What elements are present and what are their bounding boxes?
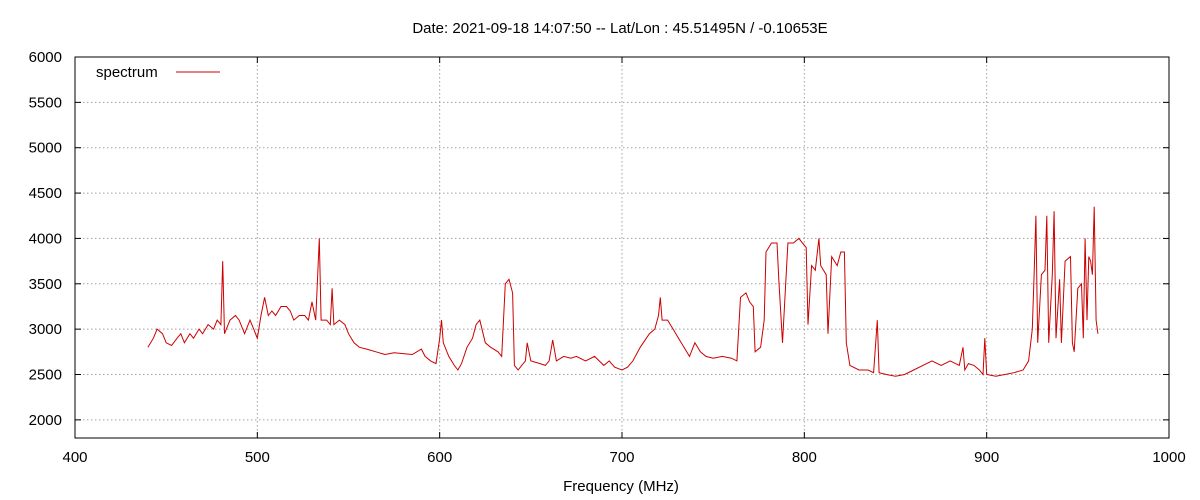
y-tick-label: 3500 <box>29 276 62 293</box>
plot-border <box>74 56 1170 439</box>
y-tick-label: 4000 <box>29 230 62 247</box>
x-tick-label: 600 <box>427 449 452 466</box>
legend-label-spectrum: spectrum <box>96 64 158 81</box>
y-tick-label: 3000 <box>29 321 62 338</box>
x-tick-label: 900 <box>974 449 999 466</box>
x-tick-label: 400 <box>62 449 87 466</box>
axis-ticks: 400 500 600 700 800 900 1000 2000 2500 3000 3500 40… <box>29 49 1186 466</box>
x-tick-label: 500 <box>245 449 270 466</box>
y-tick-label: 5500 <box>29 94 62 111</box>
x-tick-label: 700 <box>609 449 634 466</box>
chart-title: Date: 2021-09-18 14:07:50 -- Lat/Lon : 4… <box>412 20 827 37</box>
y-tick-label: 6000 <box>29 49 62 66</box>
series-line-spectrum <box>147 206 1099 377</box>
grid-lines <box>75 57 1169 438</box>
y-tick-label: 2000 <box>29 412 62 429</box>
y-tick-label: 2500 <box>29 367 62 384</box>
plot-area <box>147 206 1099 377</box>
y-tick-label: 5000 <box>29 140 62 157</box>
x-axis-label: Frequency (MHz) <box>563 478 679 495</box>
legend: spectrum <box>96 64 220 81</box>
x-tick-label: 1000 <box>1152 449 1185 466</box>
y-tick-label: 4500 <box>29 185 62 202</box>
x-tick-label: 800 <box>792 449 817 466</box>
